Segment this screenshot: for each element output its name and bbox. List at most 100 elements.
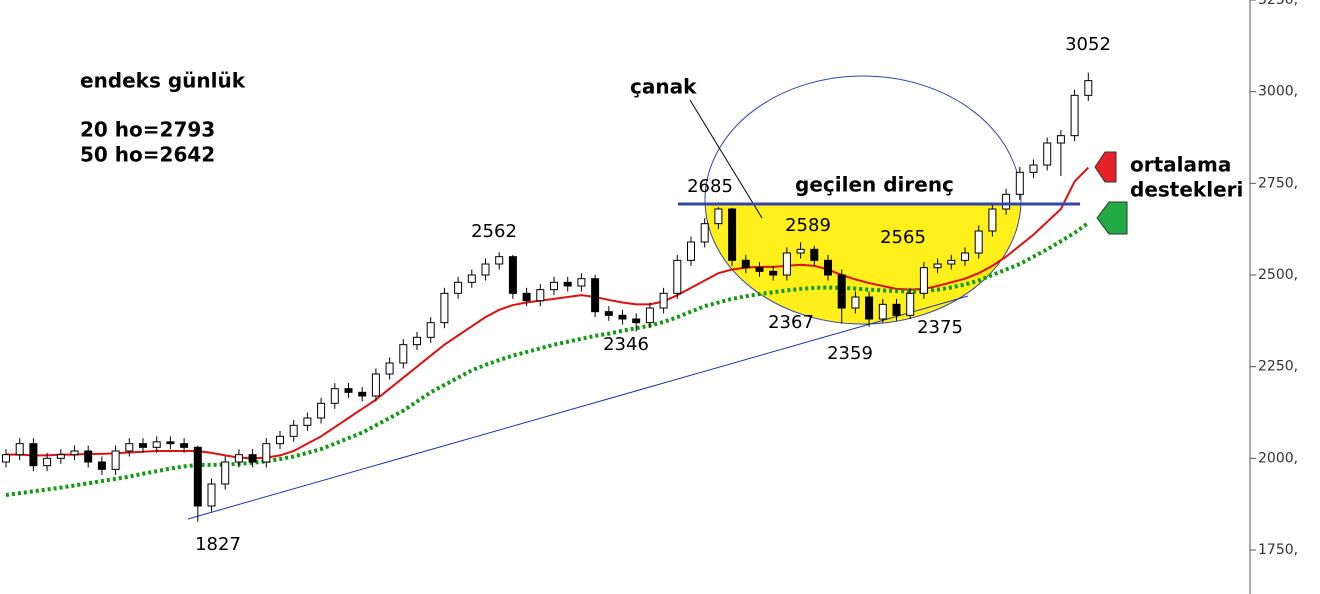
annotation: 2565 (880, 227, 926, 248)
y-tick-label: 1750, (1258, 542, 1298, 558)
y-tick-label: 2500, (1258, 267, 1298, 283)
annotation: geçilen direnç (795, 173, 954, 197)
candle-body (700, 223, 709, 243)
candle-body (1015, 171, 1024, 195)
candle-body (645, 307, 654, 324)
candle-body (659, 292, 668, 309)
candle-body (1029, 164, 1038, 173)
annotation: 50 ho=2642 (80, 143, 215, 167)
candle-body (741, 259, 750, 269)
candle-body (522, 292, 531, 302)
candle-body (865, 296, 874, 320)
annotation: 2375 (917, 317, 963, 338)
candle-body (344, 388, 353, 393)
candle-body (413, 336, 421, 346)
candle-body (1043, 142, 1052, 166)
y-tick-label: 3250, (1258, 0, 1298, 8)
candle-body (166, 441, 175, 445)
candle-body (207, 483, 216, 507)
candle-body (440, 292, 449, 324)
candle-body (15, 443, 24, 456)
candle-body (714, 208, 723, 225)
candle-body (303, 417, 312, 426)
candle-body (276, 435, 284, 445)
candle-body (851, 296, 860, 309)
candle-body (234, 454, 243, 463)
y-tick-label: 2250, (1258, 359, 1298, 375)
candle-body (933, 263, 942, 269)
candle-body (769, 270, 778, 276)
candle-body (2, 454, 10, 463)
pointer-line (689, 99, 763, 219)
annotation: 2367 (768, 312, 814, 333)
candle-body (111, 450, 120, 470)
candle-body (330, 388, 339, 404)
candle-body (289, 424, 298, 437)
candle-body (262, 443, 271, 463)
candle-body (139, 443, 147, 448)
candle-body (371, 373, 380, 397)
candle-body (988, 208, 997, 232)
candle-body (824, 259, 832, 276)
candle-body (358, 391, 367, 397)
annotation: 3052 (1065, 34, 1111, 55)
candle-body (1056, 135, 1065, 144)
candle-body (97, 461, 106, 470)
candle-body (618, 314, 627, 320)
candle-body (550, 281, 558, 291)
candle-body (84, 450, 93, 463)
candle-body (687, 241, 695, 261)
candle-body (906, 292, 915, 316)
annotation: çanak (630, 75, 697, 99)
candle-body (43, 457, 52, 467)
annotation: 2562 (471, 221, 517, 242)
candle-body (796, 248, 805, 254)
annotation: 20 ho=2793 (80, 118, 215, 142)
candle-body (604, 311, 613, 316)
annotation: 2589 (785, 215, 831, 236)
candle-body (180, 443, 189, 448)
candle-body (577, 278, 586, 287)
annotation: 2346 (603, 334, 649, 355)
candle-body (29, 443, 38, 467)
candle-body (221, 461, 230, 485)
candle-body (481, 263, 490, 276)
candle-body (1070, 94, 1079, 137)
candle-body (467, 274, 476, 283)
candle-body (1002, 193, 1011, 210)
candle-body (673, 259, 682, 294)
annotation: 2685 (687, 176, 733, 197)
green-arrow (1096, 201, 1128, 235)
annotation: ortalama (1130, 153, 1231, 177)
candle-body (56, 454, 65, 459)
candle-body (810, 248, 819, 261)
candle-body (591, 278, 600, 313)
candle-body (837, 274, 846, 309)
candle-body (892, 303, 901, 316)
candle-body (152, 441, 161, 448)
candle-body (1084, 80, 1093, 96)
annotation: 1827 (195, 534, 241, 555)
candle-body (755, 267, 764, 272)
candle-body (454, 281, 463, 294)
candle-body (536, 289, 545, 302)
trend-line (187, 295, 969, 520)
annotation: destekleri (1130, 178, 1243, 202)
candle-body (632, 318, 641, 324)
candle-body (193, 446, 202, 507)
candle-body (961, 252, 969, 261)
candle-body (495, 256, 504, 265)
annotation: 2359 (827, 343, 873, 364)
plot (2, 72, 1093, 522)
candle-body (508, 256, 517, 294)
candle-body (426, 322, 435, 338)
candle-body (947, 259, 956, 265)
candle-body (782, 252, 791, 276)
bowl-outline (704, 75, 1022, 325)
bowl-fill (705, 204, 1021, 324)
candle-body (728, 208, 737, 261)
candle-body (70, 450, 79, 456)
candle-body (919, 267, 928, 294)
ma50-line (5, 221, 1090, 497)
